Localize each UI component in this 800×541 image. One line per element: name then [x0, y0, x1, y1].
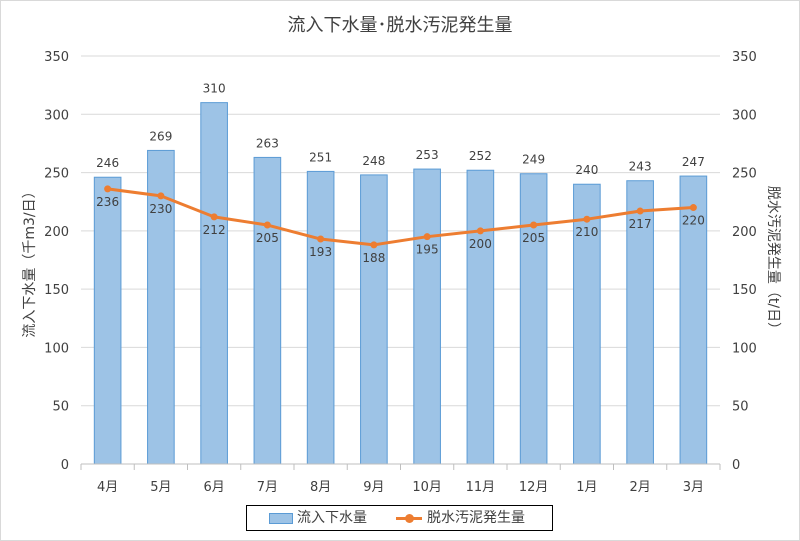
- y2-tick-label: 200: [732, 225, 757, 240]
- bar: [93, 176, 122, 465]
- y2-tick-label: 150: [732, 283, 757, 298]
- legend-label-sludge: 脱水汚泥発生量: [427, 510, 525, 526]
- line-value-label: 205: [522, 231, 545, 245]
- line-value-label: 188: [362, 251, 385, 265]
- line-value-label: 236: [96, 195, 119, 209]
- bar-value-label: 263: [256, 136, 279, 150]
- chart-title: 流入下水量･脱水汚泥発生量: [288, 15, 513, 36]
- line-point: [530, 221, 538, 229]
- y-tick-label: 0: [61, 458, 69, 473]
- x-tick-label: 7月: [257, 480, 278, 495]
- bar: [200, 102, 228, 465]
- bar: [519, 173, 548, 465]
- bar: [626, 180, 654, 465]
- bar-value-label: 252: [469, 149, 492, 163]
- line-point: [370, 241, 378, 249]
- y2-tick-label: 50: [732, 400, 749, 415]
- y-tick-label: 300: [44, 108, 69, 123]
- y-tick-label: 200: [44, 225, 69, 240]
- x-tick-label: 10月: [412, 480, 442, 495]
- data-labels: 246 269 310 263 251 248 253 252 249 240 243 247 236 2…: [96, 82, 705, 265]
- bar-value-label: 248: [362, 154, 385, 168]
- line-path: [107, 187, 694, 247]
- bar-value-label: 310: [203, 82, 226, 96]
- bar: [253, 156, 282, 465]
- legend: 流入下水量 脱水汚泥発生量: [246, 505, 553, 531]
- legend-swatch-inflow: [269, 513, 293, 524]
- line-point: [423, 233, 431, 241]
- bar: [573, 183, 601, 465]
- bar-series-inflow: [93, 102, 708, 465]
- bar: [466, 169, 495, 465]
- gridlines: [81, 55, 720, 465]
- y2-tick-label: 300: [732, 108, 757, 123]
- line-value-label: 193: [309, 245, 332, 259]
- line-point: [210, 213, 218, 221]
- line-point: [689, 204, 697, 212]
- line-value-label: 212: [203, 223, 226, 237]
- line-point: [104, 185, 112, 193]
- y-tick-label: 50: [52, 400, 69, 415]
- line-point: [636, 207, 644, 215]
- line-series-sludge: [104, 185, 697, 249]
- bar-value-label: 243: [629, 160, 652, 174]
- line-value-label: 205: [256, 231, 279, 245]
- x-tick-label: 6月: [203, 480, 224, 495]
- x-tick-label: 2月: [629, 480, 650, 495]
- bar-value-label: 240: [575, 163, 598, 177]
- line-value-label: 200: [469, 237, 492, 251]
- legend-marker-sludge: [405, 514, 414, 523]
- line-point: [263, 221, 271, 229]
- line-value-label: 195: [416, 243, 439, 257]
- y2-tick-label: 350: [732, 50, 757, 65]
- y2-tick-label: 100: [732, 341, 757, 356]
- y2-tick-label: 250: [732, 167, 757, 182]
- bar-value-label: 269: [149, 129, 172, 143]
- bar: [413, 168, 441, 465]
- x-tick-label: 4月: [97, 480, 118, 495]
- line-value-label: 217: [629, 217, 652, 231]
- bar-value-label: 249: [522, 153, 545, 167]
- line-value-label: 210: [575, 225, 598, 239]
- y-tick-label: 350: [44, 50, 69, 65]
- line-point: [317, 235, 325, 243]
- y-tick-label: 100: [44, 341, 69, 356]
- x-tick-label: 11月: [466, 480, 496, 495]
- line-point: [583, 215, 591, 223]
- bar-value-label: 246: [96, 156, 119, 170]
- y-tick-label: 150: [44, 283, 69, 298]
- axes: 0 50 100 150 200 250 300 350 0 50 100 150 200 250 300 3…: [44, 50, 757, 495]
- y2-tick-label: 0: [732, 458, 740, 473]
- y-tick-label: 250: [44, 167, 69, 182]
- x-tick-label: 12月: [519, 480, 549, 495]
- x-tick-label: 5月: [150, 480, 171, 495]
- bar-value-label: 253: [416, 148, 439, 162]
- bar-value-label: 251: [309, 150, 332, 164]
- bar-value-label: 247: [682, 155, 705, 169]
- x-tick-label: 1月: [576, 480, 597, 495]
- x-tick-label: 8月: [310, 480, 331, 495]
- bar: [679, 175, 708, 465]
- line-value-label: 230: [149, 202, 172, 216]
- legend-label-inflow: 流入下水量: [297, 510, 367, 526]
- y2-axis-title: 脱水汚泥発生量（t/日）: [765, 186, 781, 336]
- line-value-label: 220: [682, 214, 705, 228]
- line-point: [157, 192, 165, 200]
- bar: [306, 170, 335, 465]
- y-axis-title: 流入下水量（千m3/日）: [22, 184, 38, 337]
- x-tick-label: 9月: [363, 480, 384, 495]
- line-point: [476, 227, 484, 235]
- x-tick-label: 3月: [683, 480, 704, 495]
- bar: [360, 174, 388, 465]
